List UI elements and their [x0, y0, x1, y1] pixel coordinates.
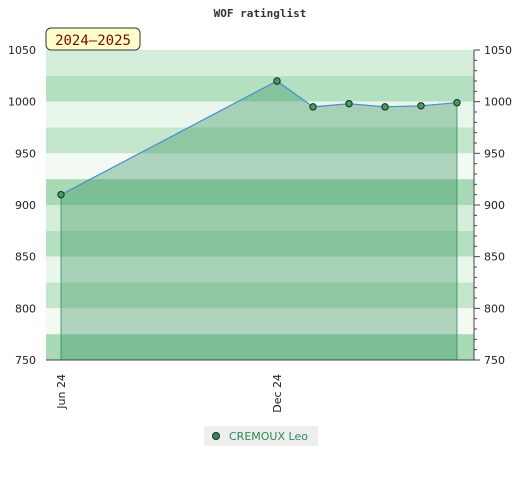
data-point: [417, 102, 425, 110]
y-tick-label-left: 900: [15, 199, 36, 212]
points-layer: [57, 77, 461, 199]
y-tick-label-right: 1050: [484, 44, 512, 57]
y-tick-label-left: 750: [15, 354, 36, 367]
y-tick-label-right: 800: [484, 302, 505, 315]
y-tick-label-right: 950: [484, 147, 505, 160]
grid-band: [46, 153, 474, 180]
legend-marker: [212, 432, 220, 440]
grid-band: [46, 334, 474, 360]
grid-band: [46, 282, 474, 309]
y-tick-label-right: 750: [484, 354, 505, 367]
data-point: [273, 77, 281, 85]
data-point: [381, 103, 389, 111]
y-tick-label-right: 900: [484, 199, 505, 212]
grid-band: [46, 256, 474, 283]
grid-band: [46, 75, 474, 102]
legend-label: CREMOUX Leo: [229, 430, 308, 443]
data-point: [57, 190, 65, 199]
data-point: [345, 100, 353, 108]
y-tick-label-right: 850: [484, 251, 505, 264]
chart-title: WOF ratinglist: [214, 7, 307, 20]
y-tick-label-left: 1050: [8, 44, 36, 57]
grid-band: [46, 127, 474, 154]
grid-band: [46, 50, 474, 76]
y-tick-label-left: 850: [15, 251, 36, 264]
y-tick-label-left: 1000: [8, 96, 36, 109]
grid-band: [46, 230, 474, 257]
data-point: [453, 99, 461, 107]
season-badge: 2024–2025: [45, 27, 141, 51]
grid-band: [46, 179, 474, 205]
x-tick-label: Jun 24: [55, 374, 68, 410]
x-tick-label: Dec 24: [271, 374, 284, 413]
season-label: 2024–2025: [55, 33, 131, 49]
y-tick-label-left: 800: [15, 302, 36, 315]
grid-band: [46, 205, 474, 231]
y-tick-label-right: 1000: [484, 96, 512, 109]
grid-band: [46, 308, 474, 335]
y-tick-label-left: 950: [15, 147, 36, 160]
axes: 750 750 800 800 850 850 900 900 950 950 1000 1000 10…: [8, 44, 512, 413]
background-bands: [46, 50, 474, 360]
legend[interactable]: CREMOUX Leo: [204, 426, 318, 446]
data-point: [309, 103, 317, 111]
